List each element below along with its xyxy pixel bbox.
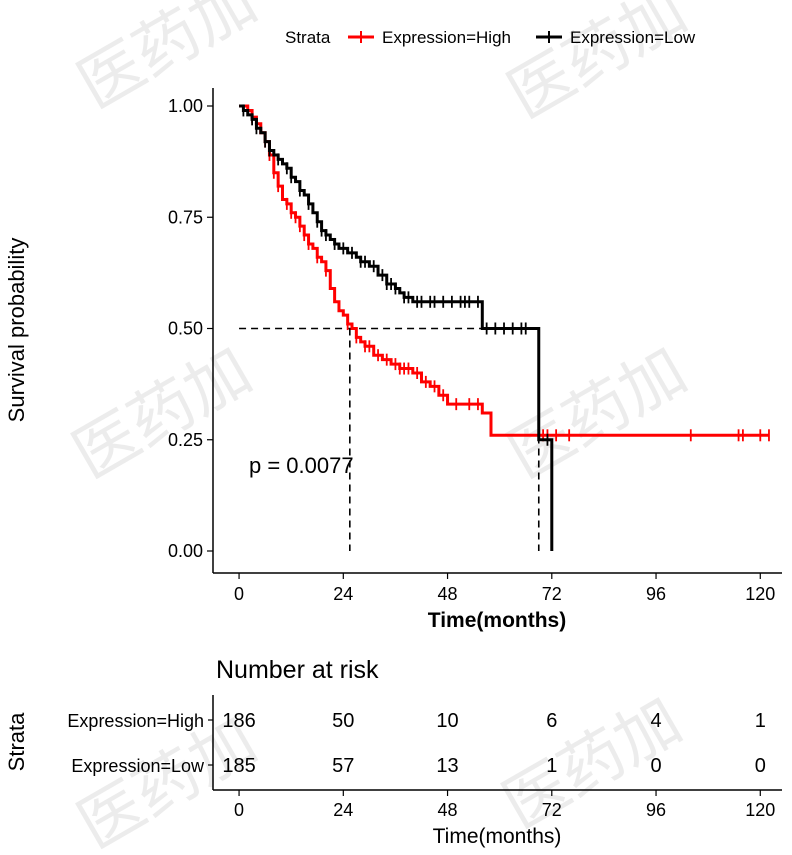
risk-table-y-title: Strata: [4, 712, 29, 771]
x-tick-label: 96: [646, 584, 666, 604]
legend: Strata Expression=High Expression=Low: [285, 28, 696, 47]
risk-cell: 1: [546, 755, 557, 777]
risk-row-label-high: Expression=High: [67, 711, 204, 731]
risk-cell: 6: [546, 710, 557, 732]
risk-cell: 0: [755, 755, 766, 777]
risk-cell: 186: [222, 710, 255, 732]
survival-curves: [239, 104, 770, 551]
risk-x-tick-label: 0: [234, 800, 244, 820]
p-value-annotation: p = 0.0077: [249, 453, 354, 478]
risk-cell: 50: [332, 710, 354, 732]
y-ticks: 0.00 0.25 0.50 0.75 1.00: [168, 96, 213, 561]
x-ticks: 0 24 48 72 96 120: [234, 573, 775, 604]
x-tick-label: 120: [745, 584, 775, 604]
risk-table: Number at risk Expression=High Expressio…: [4, 656, 782, 848]
x-tick-label: 48: [438, 584, 458, 604]
risk-x-tick-label: 24: [333, 800, 353, 820]
median-lines: [239, 327, 540, 551]
risk-cell: 185: [222, 755, 255, 777]
legend-label-high: Expression=High: [382, 28, 511, 47]
y-tick-label: 0.50: [168, 319, 203, 339]
x-tick-label: 24: [333, 584, 353, 604]
legend-item-high: Expression=High: [348, 28, 511, 47]
y-tick-label: 0.00: [168, 541, 203, 561]
risk-cell: 57: [332, 755, 354, 777]
x-axis-title: Time(months): [428, 609, 566, 632]
y-tick-label: 0.25: [168, 430, 203, 450]
risk-x-axis-title: Time(months): [433, 825, 562, 848]
legend-title: Strata: [285, 28, 331, 47]
risk-x-tick-label: 72: [542, 800, 562, 820]
risk-x-tick-label: 48: [438, 800, 458, 820]
risk-x-tick-label: 96: [646, 800, 666, 820]
survival-curve: [239, 104, 769, 437]
series-high: [239, 104, 770, 442]
legend-label-low: Expression=Low: [570, 28, 696, 47]
risk-x-ticks: 0 24 48 72 96 120: [234, 790, 775, 820]
watermark: 医药加: [61, 334, 264, 494]
watermark: 医药加: [496, 0, 699, 134]
y-tick-label: 0.75: [168, 207, 203, 227]
risk-cell: 4: [650, 710, 661, 732]
y-axis-title: Survival probability: [4, 238, 29, 423]
risk-row-label-low: Expression=Low: [71, 756, 205, 776]
risk-cell: 0: [650, 755, 661, 777]
risk-x-tick-label: 120: [745, 800, 775, 820]
risk-cell: 10: [436, 710, 458, 732]
plot-axes: 0.00 0.25 0.50 0.75 1.00 0 24 48 72 96 120 Surviv…: [4, 88, 782, 632]
x-tick-label: 72: [542, 584, 562, 604]
y-tick-label: 1.00: [168, 96, 203, 116]
risk-cell: 1: [755, 710, 766, 732]
watermark: 医药加: [496, 334, 699, 494]
x-tick-label: 0: [234, 584, 244, 604]
risk-table-title: Number at risk: [216, 656, 379, 684]
risk-cell: 13: [436, 755, 458, 777]
legend-item-low: Expression=Low: [536, 28, 696, 47]
series-low: [239, 104, 554, 551]
